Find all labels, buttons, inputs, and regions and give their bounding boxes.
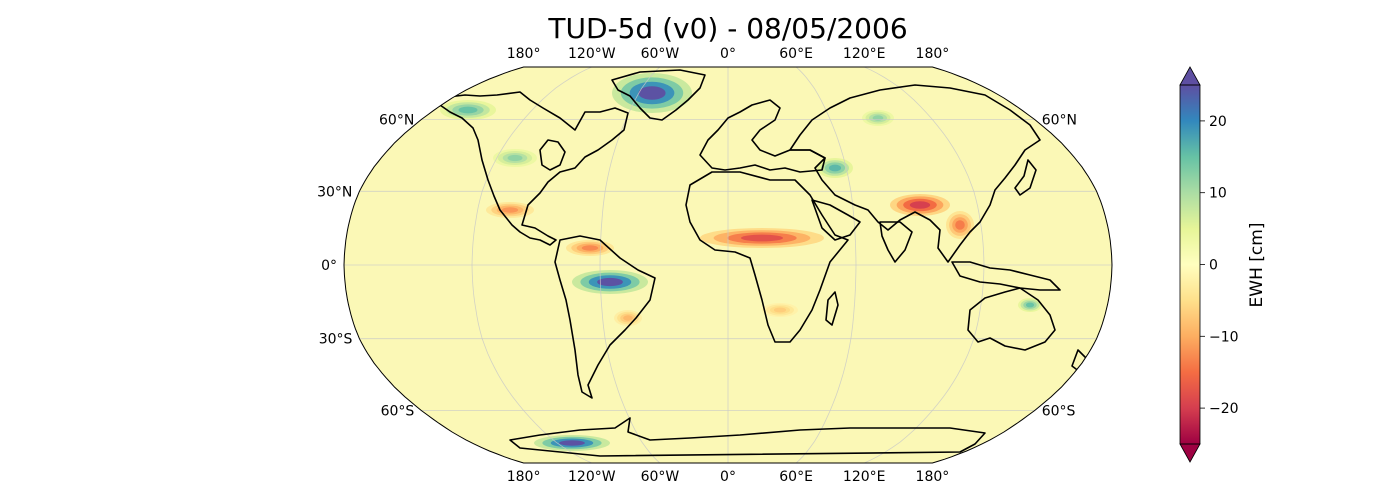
field-anomaly xyxy=(501,207,519,213)
bottom-longitude-label: 180° xyxy=(916,469,950,485)
colorbar-ticks: 20 10 0 −10 −20 xyxy=(1200,114,1239,417)
australia-coast xyxy=(967,287,1056,351)
field-anomaly xyxy=(773,307,787,313)
bottom-longitude-label: 120°W xyxy=(568,469,616,485)
antarctica-coast xyxy=(509,417,986,457)
madagascar-coast xyxy=(825,291,839,326)
left-latitude-label: 30°N xyxy=(317,184,352,200)
colorbar-label: EWH [cm] xyxy=(1247,223,1267,308)
left-latitude-label: 0° xyxy=(321,258,337,274)
colorbar-tick-label: 0 xyxy=(1209,258,1218,274)
top-longitude-label: 60°W xyxy=(641,46,680,62)
left-latitude-label: 60°S xyxy=(381,404,415,420)
colorbar-gradient-bar xyxy=(1180,85,1200,444)
south-america-coast xyxy=(554,235,656,399)
north-america-coast xyxy=(439,91,629,246)
colorbar-tick-label: 10 xyxy=(1209,186,1227,202)
field-anomaly xyxy=(1025,302,1035,308)
right-latitude-label: 60°N xyxy=(1042,113,1077,129)
field-anomaly xyxy=(458,106,478,114)
bottom-longitude-label: 180° xyxy=(507,469,541,485)
hudson-bay-coast xyxy=(539,139,566,171)
graticule xyxy=(344,67,1112,463)
right-latitude-label: 60°S xyxy=(1042,404,1076,420)
bottom-longitude-labels: 180° 120°W 60°W 0° 60°E 120°E 180° xyxy=(507,469,950,485)
top-longitude-label: 120°W xyxy=(568,46,616,62)
left-latitude-label: 60°N xyxy=(379,113,414,129)
top-longitude-label: 120°E xyxy=(843,46,886,62)
colorbar-tick-label: 20 xyxy=(1209,114,1227,130)
field-anomaly xyxy=(740,234,784,242)
top-longitude-label: 60°E xyxy=(779,46,813,62)
right-latitude-labels: 60°N 60°S xyxy=(1042,113,1077,420)
field-anomaly xyxy=(955,220,965,230)
map-border xyxy=(343,66,1113,464)
left-latitude-label: 30°S xyxy=(319,332,353,348)
field-anomaly xyxy=(638,86,666,100)
bottom-longitude-label: 0° xyxy=(720,469,736,485)
asia-coast xyxy=(789,84,1041,263)
japan-coast xyxy=(1014,159,1037,196)
top-longitude-labels: 180° 120°W 60°W 0° 60°E 120°E 180° xyxy=(507,46,950,62)
arabia-coast xyxy=(811,199,861,241)
colorbar: 20 10 0 −10 −20 EWH [cm] xyxy=(1179,66,1267,463)
ewh-field xyxy=(440,73,1042,451)
africa-coast xyxy=(685,171,849,343)
left-latitude-labels: 60°N 30°N 0° 30°S 60°S xyxy=(317,113,414,420)
indonesia-coast xyxy=(951,261,1061,291)
bottom-longitude-label: 60°E xyxy=(779,469,813,485)
field-anomaly xyxy=(828,164,842,172)
coastlines xyxy=(439,69,1087,457)
field-anomaly xyxy=(597,277,623,287)
field-anomaly xyxy=(507,154,523,162)
top-longitude-label: 0° xyxy=(720,46,736,62)
greenland-coast xyxy=(611,69,706,121)
colorbar-tick-label: −20 xyxy=(1209,401,1239,417)
europe-coast xyxy=(699,99,826,173)
field-anomaly xyxy=(909,201,931,209)
bottom-longitude-label: 120°E xyxy=(843,469,886,485)
map-title: TUD-5d (v0) - 08/05/2006 xyxy=(547,12,907,45)
top-longitude-label: 180° xyxy=(916,46,950,62)
bottom-longitude-label: 60°W xyxy=(641,469,680,485)
top-longitude-label: 180° xyxy=(507,46,541,62)
field-anomaly xyxy=(623,315,633,321)
india-coast xyxy=(879,221,913,263)
field-anomaly xyxy=(581,245,599,251)
colorbar-extend-min xyxy=(1179,443,1201,463)
colorbar-tick-label: −10 xyxy=(1209,329,1239,345)
colorbar-extend-max xyxy=(1179,66,1201,86)
map: 180° 120°W 60°W 0° 60°E 120°E 180° 180° 120°W 60… xyxy=(317,46,1113,485)
field-anomaly xyxy=(559,440,585,446)
